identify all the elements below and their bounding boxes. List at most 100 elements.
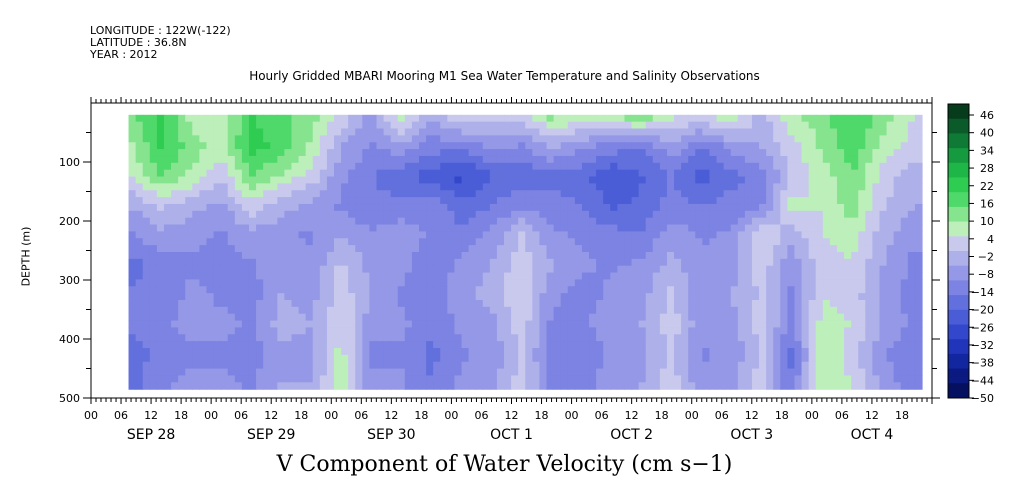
heatmap-cell (844, 375, 852, 383)
heatmap-cell (836, 306, 845, 315)
heatmap-cell (780, 382, 788, 390)
heatmap-cell (333, 128, 342, 136)
heatmap-cell (454, 203, 463, 212)
heatmap-cell (532, 375, 541, 383)
heatmap-cell (872, 361, 881, 370)
heatmap-cell (879, 258, 888, 267)
heatmap-cell (256, 293, 264, 301)
heatmap-cell (702, 320, 711, 329)
heatmap-cell (709, 190, 718, 198)
heatmap-cell (858, 299, 866, 308)
heatmap-cell (199, 306, 208, 315)
heatmap-cell (829, 320, 838, 329)
heatmap-cell (688, 135, 696, 143)
heatmap-cell (560, 210, 569, 219)
heatmap-cell (844, 279, 852, 287)
heatmap-cell (865, 279, 873, 287)
heatmap-cell (596, 265, 604, 274)
heatmap-cell (780, 320, 788, 329)
heatmap-cell (397, 258, 406, 267)
heatmap-cell (759, 265, 767, 274)
heatmap-cell (426, 306, 434, 315)
heatmap-cell (638, 375, 647, 383)
heatmap-cell (879, 272, 888, 281)
heatmap-cell (766, 320, 774, 329)
heatmap-cell (759, 190, 767, 198)
heatmap-cell (709, 176, 718, 184)
heatmap-cell (581, 245, 590, 253)
heatmap-cell (341, 210, 349, 219)
heatmap-cell (426, 149, 434, 157)
heatmap-cell (794, 286, 803, 294)
heatmap-cell (475, 121, 484, 130)
heatmap-cell (248, 121, 257, 130)
heatmap-cell (433, 114, 441, 123)
heatmap-cell (128, 341, 137, 349)
heatmap-cell (836, 238, 845, 246)
heatmap-cell (468, 279, 477, 287)
heatmap-cell (199, 231, 208, 239)
heatmap-cell (808, 197, 817, 205)
heatmap-cell (227, 361, 236, 370)
heatmap-cell (546, 210, 555, 219)
heatmap-cell (277, 361, 285, 370)
heatmap-cell (468, 354, 477, 363)
heatmap-cell (227, 293, 236, 301)
heatmap-cell (900, 348, 909, 356)
heatmap-cell (709, 375, 718, 383)
heatmap-cell (220, 286, 229, 294)
heatmap-cell (716, 382, 725, 390)
heatmap-cell (468, 361, 477, 370)
heatmap-cell (872, 224, 881, 232)
heatmap-cell (142, 258, 151, 267)
heatmap-cell (284, 320, 293, 329)
heatmap-cell (603, 320, 611, 329)
heatmap-cell (780, 149, 788, 157)
heatmap-cell (128, 293, 137, 301)
heatmap-cell (539, 210, 548, 219)
heatmap-cell (695, 203, 703, 212)
heatmap-cell (574, 375, 583, 383)
heatmap-cell (220, 368, 229, 377)
heatmap-cell (709, 293, 718, 301)
heatmap-cell (482, 114, 491, 123)
heatmap-cell (171, 258, 179, 267)
heatmap-cell (695, 382, 703, 390)
heatmap-cell (241, 293, 250, 301)
heatmap-cell (688, 203, 696, 212)
heatmap-cell (844, 121, 852, 130)
heatmap-cell (397, 348, 406, 356)
heatmap-cell (539, 203, 548, 212)
heatmap-cell (759, 176, 767, 184)
heatmap-cell (801, 265, 810, 274)
heatmap-cell (511, 375, 519, 383)
heatmap-cell (454, 375, 463, 383)
heatmap-cell (156, 265, 165, 274)
heatmap-cell (744, 155, 753, 164)
heatmap-cell (822, 348, 831, 356)
heatmap-cell (326, 258, 335, 267)
heatmap-cell (326, 203, 335, 212)
heatmap-cell (213, 149, 222, 157)
colorbar-swatch (948, 192, 969, 208)
heatmap-cell (404, 210, 413, 219)
heatmap-cell (433, 238, 441, 246)
heatmap-cell (319, 162, 328, 171)
heatmap-cell (610, 306, 618, 315)
heatmap-cell (156, 162, 165, 171)
heatmap-cell (305, 354, 314, 363)
heatmap-cell (900, 313, 909, 322)
heatmap-cell (270, 272, 278, 281)
heatmap-cell (836, 149, 845, 157)
heatmap-cell (872, 327, 881, 335)
heatmap-cell (178, 341, 186, 349)
heatmap-cell (659, 286, 668, 294)
heatmap-cell (822, 224, 831, 232)
heatmap-cell (397, 382, 406, 390)
heatmap-cell (610, 224, 618, 232)
heatmap-cell (355, 238, 363, 246)
heatmap-cell (149, 162, 158, 171)
heatmap-cell (433, 279, 441, 287)
heatmap-cell (440, 299, 448, 308)
heatmap-cell (426, 286, 434, 294)
